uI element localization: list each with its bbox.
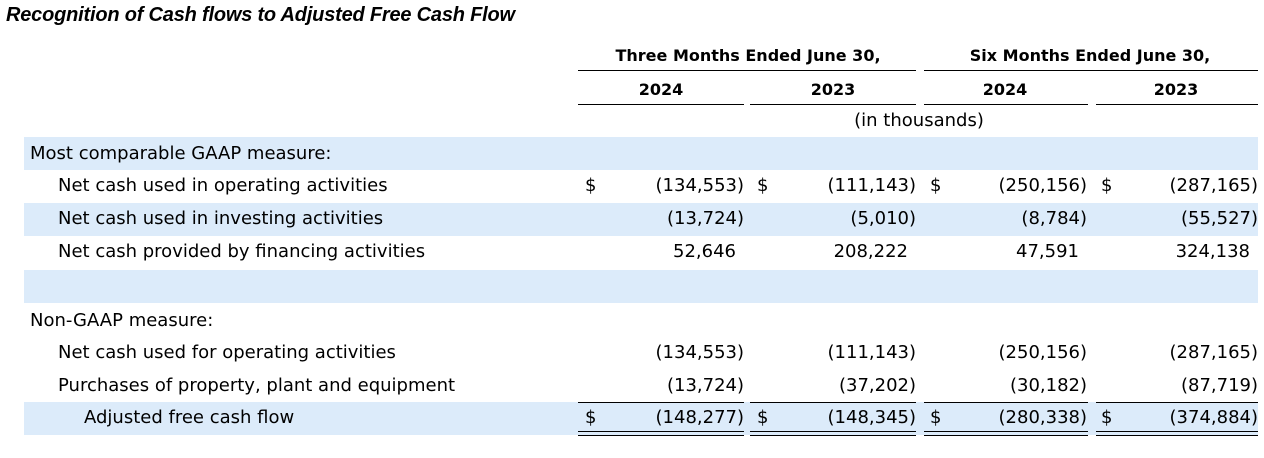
subtotal-rule-col3 — [924, 402, 1088, 403]
row-label-operating: Net cash used in operating activities — [58, 175, 388, 196]
value-ppe-col3: (30,182) — [1009, 375, 1087, 396]
value-financing-col1: 52,646 — [673, 241, 736, 262]
row-label-operating-non-gaap: Net cash used for operating activities — [58, 342, 396, 363]
value-investing-col1: (13,724) — [666, 208, 744, 229]
total-double-rule-col4 — [1096, 431, 1258, 436]
band-adjusted-fcf — [24, 402, 1258, 435]
total-double-rule-col2 — [750, 431, 916, 436]
currency-symbol: $ — [1101, 175, 1113, 196]
currency-symbol: $ — [585, 175, 597, 196]
band-investing — [24, 203, 1258, 236]
value-ppe-col1: (13,724) — [666, 375, 744, 396]
header-three-months: Three Months Ended June 30, — [615, 46, 881, 65]
total-double-rule-col3 — [924, 431, 1088, 436]
value-op-ng-col3: (250,156) — [998, 342, 1087, 363]
currency-symbol: $ — [757, 175, 769, 196]
band-spacer — [24, 270, 1258, 303]
row-label-ppe: Purchases of property, plant and equipme… — [58, 375, 456, 396]
year-header-col4: 2023 — [1153, 80, 1199, 99]
units-note: (in thousands) — [854, 110, 984, 131]
value-op-ng-col2: (111,143) — [827, 342, 916, 363]
subtotal-rule-col2 — [750, 402, 916, 403]
value-fcf-col3: (280,338) — [998, 407, 1087, 428]
currency-symbol: $ — [930, 407, 942, 428]
value-op-ng-col1: (134,553) — [655, 342, 744, 363]
value-financing-col3: 47,591 — [1016, 241, 1079, 262]
value-ppe-col4: (87,719) — [1180, 375, 1258, 396]
currency-symbol: $ — [585, 407, 597, 428]
header-six-months: Six Months Ended June 30, — [969, 46, 1211, 65]
currency-symbol: $ — [757, 407, 769, 428]
value-operating-col3: (250,156) — [998, 175, 1087, 196]
year-rule-col1 — [578, 104, 744, 105]
year-rule-col4 — [1096, 104, 1258, 105]
table-title: Recognition of Cash flows to Adjusted Fr… — [6, 4, 515, 26]
total-double-rule-col1 — [578, 431, 744, 436]
row-label-investing: Net cash used in investing activities — [58, 208, 384, 229]
value-op-ng-col4: (287,165) — [1169, 342, 1258, 363]
section-label-non-gaap: Non-GAAP measure: — [30, 310, 214, 331]
row-label-financing: Net cash provided by financing activitie… — [58, 241, 426, 262]
value-ppe-col2: (37,202) — [838, 375, 916, 396]
value-fcf-col1: (148,277) — [655, 407, 744, 428]
subtotal-rule-col4 — [1096, 402, 1258, 403]
value-fcf-col2: (148,345) — [827, 407, 916, 428]
value-operating-col1: (134,553) — [655, 175, 744, 196]
year-rule-col3 — [924, 104, 1088, 105]
value-investing-col3: (8,784) — [1021, 208, 1087, 229]
value-fcf-col4: (374,884) — [1169, 407, 1258, 428]
value-financing-col4: 324,138 — [1175, 241, 1250, 262]
value-operating-col4: (287,165) — [1169, 175, 1258, 196]
header-rule-three-months — [578, 70, 916, 71]
value-financing-col2: 208,222 — [833, 241, 908, 262]
year-rule-col2 — [750, 104, 916, 105]
header-rule-six-months — [924, 70, 1258, 71]
year-header-col1: 2024 — [638, 80, 684, 99]
currency-symbol: $ — [1101, 407, 1113, 428]
value-operating-col2: (111,143) — [827, 175, 916, 196]
band-gaap-label — [24, 137, 1258, 170]
value-investing-col4: (55,527) — [1180, 208, 1258, 229]
subtotal-rule-col1 — [578, 402, 744, 403]
year-header-col3: 2024 — [982, 80, 1028, 99]
section-label-gaap: Most comparable GAAP measure: — [30, 143, 332, 164]
value-investing-col2: (5,010) — [850, 208, 916, 229]
row-label-adjusted-fcf: Adjusted free cash flow — [84, 407, 295, 428]
year-header-col2: 2023 — [810, 80, 856, 99]
currency-symbol: $ — [930, 175, 942, 196]
